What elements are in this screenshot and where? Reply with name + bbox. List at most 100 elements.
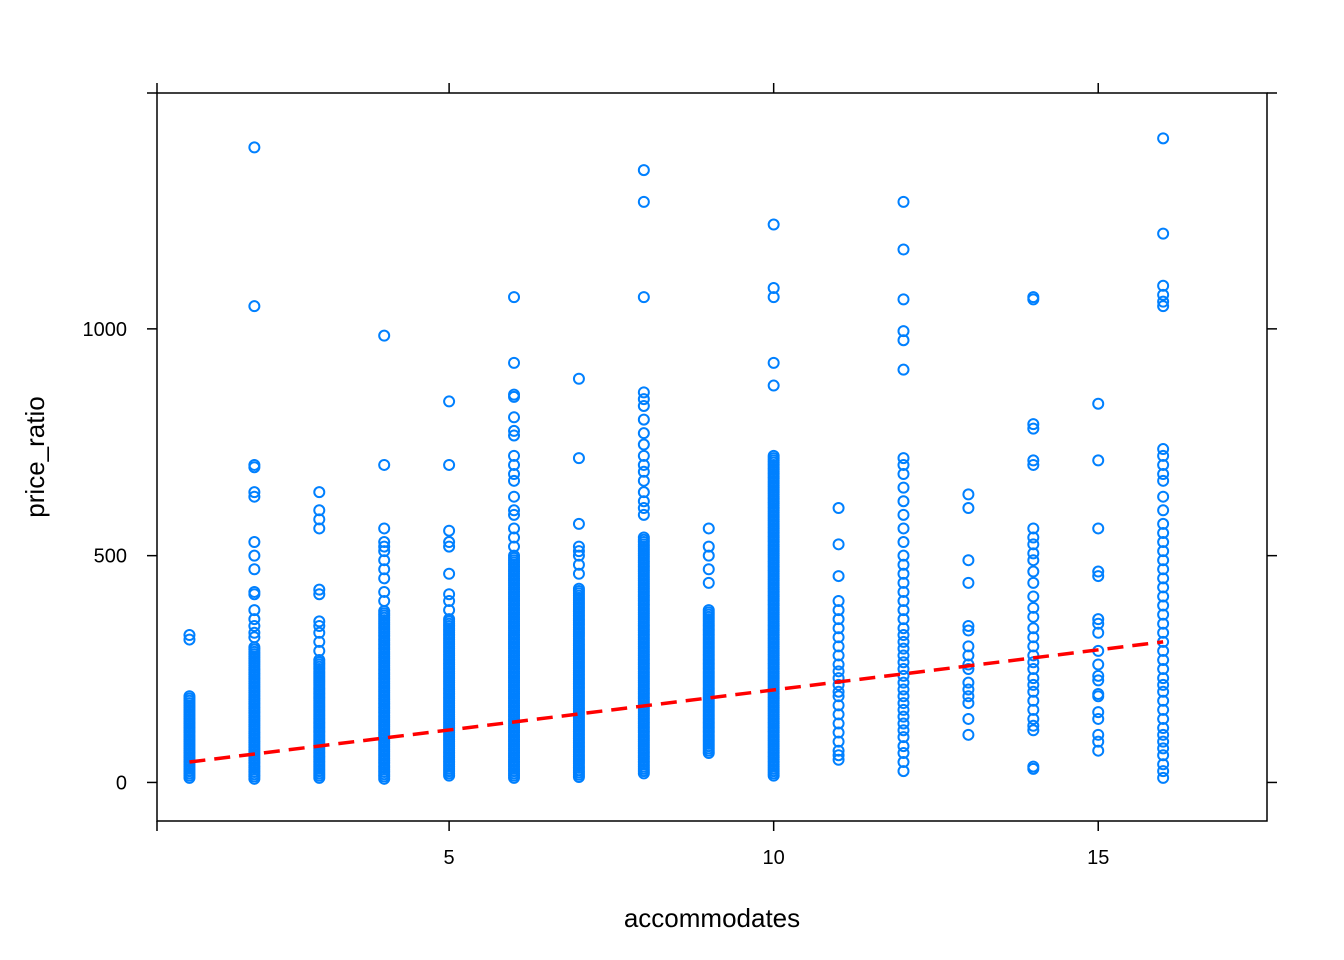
scatter-point bbox=[702, 522, 715, 535]
scatter-point bbox=[1157, 728, 1170, 741]
axis-ticks: 5 10 15 0 500 1000 bbox=[83, 83, 1277, 869]
scatter-point bbox=[248, 458, 261, 471]
scatter-point bbox=[1092, 712, 1105, 725]
scatter-point bbox=[572, 582, 585, 595]
scatter-point bbox=[1157, 132, 1170, 145]
scatter-point bbox=[832, 678, 845, 691]
scatter-point bbox=[1092, 570, 1105, 583]
scatter-point bbox=[767, 282, 780, 295]
scatter-point bbox=[443, 395, 456, 408]
scatter-point bbox=[508, 508, 521, 521]
scatter-point bbox=[897, 481, 910, 494]
scatter-point bbox=[1092, 565, 1105, 578]
scatter-point bbox=[897, 649, 910, 662]
scatter-point bbox=[1157, 771, 1170, 784]
scatter-point bbox=[1092, 706, 1105, 719]
scatter-point bbox=[637, 531, 650, 544]
scatter-point bbox=[897, 536, 910, 549]
scatter-point bbox=[1027, 458, 1040, 471]
scatter-point bbox=[832, 502, 845, 515]
scatter-point bbox=[378, 536, 391, 549]
scatter-point bbox=[508, 411, 521, 424]
scatter-point bbox=[637, 399, 650, 412]
scatter-point bbox=[897, 663, 910, 676]
scatter-point bbox=[1157, 449, 1170, 462]
scatter-point bbox=[637, 465, 650, 478]
scatter-point bbox=[1027, 422, 1040, 435]
scatter-point bbox=[897, 697, 910, 710]
scatter-point bbox=[378, 585, 391, 598]
scatter-point bbox=[702, 540, 715, 553]
scatter-point bbox=[572, 372, 585, 385]
scatter-point bbox=[897, 522, 910, 535]
scatter-point bbox=[313, 583, 326, 596]
scatter-point bbox=[897, 458, 910, 471]
scatter-point bbox=[443, 567, 456, 580]
scatter-point bbox=[962, 712, 975, 725]
scatter-point bbox=[1027, 719, 1040, 732]
scatter-point bbox=[248, 536, 261, 549]
scatter-point bbox=[897, 549, 910, 562]
scatter-point bbox=[962, 488, 975, 501]
scatter-point bbox=[1092, 735, 1105, 748]
scatter-point bbox=[962, 663, 975, 676]
scatter-point bbox=[248, 549, 261, 562]
scatter-point bbox=[313, 486, 326, 499]
scatter-point bbox=[637, 438, 650, 451]
y-axis-label: price_ratio bbox=[20, 396, 50, 517]
scatter-point bbox=[183, 629, 196, 642]
scatter-point bbox=[1092, 454, 1105, 467]
scatter-point bbox=[248, 141, 261, 154]
scatter-point bbox=[508, 504, 521, 517]
scatter-point bbox=[897, 243, 910, 256]
scatter-point bbox=[1027, 678, 1040, 691]
scatter-point bbox=[248, 626, 261, 639]
scatter-point bbox=[962, 576, 975, 589]
scatter-point bbox=[832, 690, 845, 703]
scatter-point bbox=[248, 490, 261, 503]
scatter-point bbox=[767, 218, 780, 231]
scatter-point bbox=[1027, 522, 1040, 535]
scatter-point bbox=[313, 615, 326, 628]
scatter-point bbox=[897, 325, 910, 338]
scatter-point bbox=[897, 703, 910, 716]
scatter-point bbox=[962, 554, 975, 567]
x-tick-label: 15 bbox=[1087, 847, 1109, 869]
scatter-point bbox=[1027, 601, 1040, 614]
scatter-point bbox=[897, 635, 910, 648]
scatter-point bbox=[637, 291, 650, 304]
scatter-point bbox=[1157, 517, 1170, 530]
scatter-point bbox=[1092, 674, 1105, 687]
scatter-point bbox=[637, 486, 650, 499]
scatter-point bbox=[1027, 418, 1040, 431]
scatter-point bbox=[637, 413, 650, 426]
scatter-point bbox=[508, 424, 521, 437]
scatter-point bbox=[443, 588, 456, 601]
x-tick-label: 5 bbox=[444, 847, 455, 869]
scatter-point bbox=[1157, 490, 1170, 503]
scatter-point bbox=[1092, 687, 1105, 700]
scatter-point bbox=[1157, 227, 1170, 240]
data-points bbox=[183, 132, 1170, 785]
scatter-point bbox=[962, 683, 975, 696]
scatter-point bbox=[962, 728, 975, 741]
scatter-point bbox=[572, 545, 585, 558]
scatter-point bbox=[897, 690, 910, 703]
scatter-point bbox=[637, 393, 650, 406]
y-tick-label: 1000 bbox=[83, 319, 128, 341]
scatter-point bbox=[897, 731, 910, 744]
scatter-point bbox=[702, 563, 715, 576]
scatter-point bbox=[637, 427, 650, 440]
scatter-point bbox=[1092, 613, 1105, 626]
scatter-point bbox=[378, 329, 391, 342]
scatter-point bbox=[248, 486, 261, 499]
fit-line-group bbox=[189, 640, 1164, 764]
scatter-point bbox=[443, 524, 456, 537]
scatter-point bbox=[1157, 765, 1170, 778]
y-tick-label: 500 bbox=[94, 546, 127, 568]
scatter-point bbox=[962, 619, 975, 632]
scatter-point bbox=[1027, 576, 1040, 589]
scatter-point bbox=[183, 690, 196, 703]
scatter-point bbox=[313, 504, 326, 517]
